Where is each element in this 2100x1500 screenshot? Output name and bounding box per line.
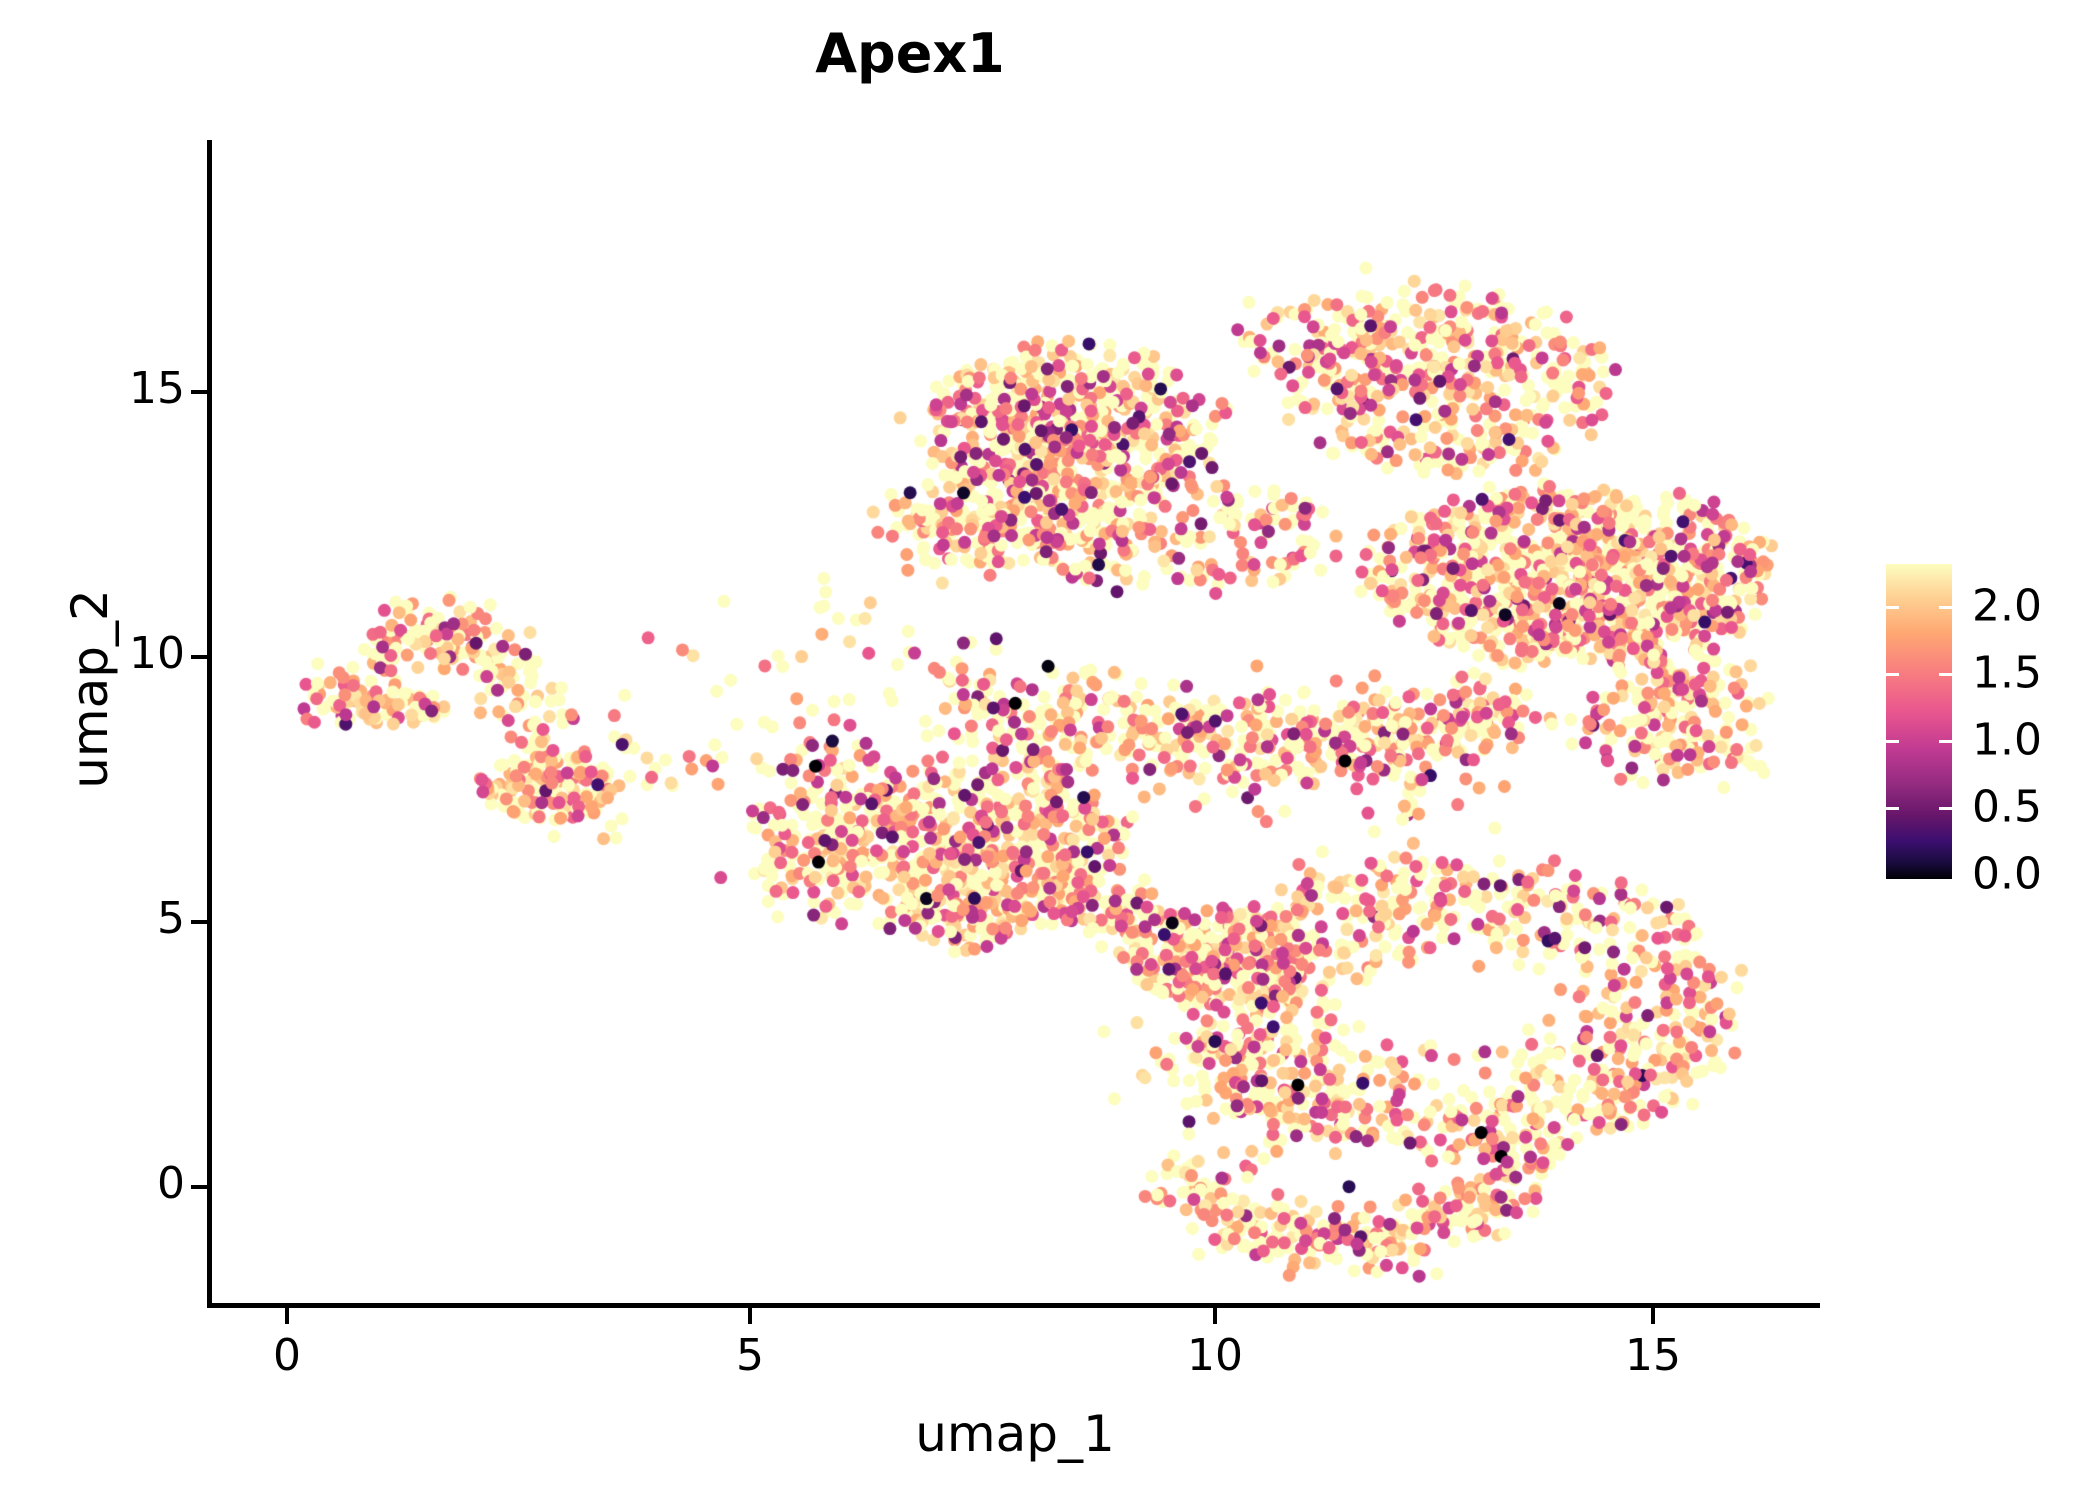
x-tick-label-0: 0: [273, 1330, 301, 1381]
x-axis-spine: [207, 1303, 1820, 1308]
colorbar-tick-1.0-left: [1886, 740, 1899, 743]
colorbar-tick-0.5-left: [1886, 807, 1899, 810]
colorbar-label-0.5: 0.5: [1972, 781, 2042, 833]
y-tick-label-5: 5: [157, 893, 185, 944]
colorbar-tick-1.0-right: [1939, 740, 1952, 743]
colorbar[interactable]: 2.0 1.5 1.0 0.5 0.0: [1886, 564, 2042, 900]
y-tick-mark-5: [191, 920, 207, 924]
y-tick-label-15: 15: [129, 363, 185, 414]
y-axis-label: umap_2: [61, 589, 119, 789]
colorbar-tick-2.0-right: [1939, 606, 1952, 609]
x-tick-label-5: 5: [736, 1330, 764, 1381]
colorbar-tick-1.5-right: [1939, 673, 1952, 676]
y-tick-mark-15: [191, 390, 207, 394]
colorbar-label-1.5: 1.5: [1972, 647, 2042, 699]
colorbar-label-2.0: 2.0: [1972, 580, 2042, 632]
y-axis-spine: [207, 140, 212, 1308]
y-tick-label-10: 10: [129, 628, 185, 679]
colorbar-label-1.0: 1.0: [1972, 714, 2042, 766]
colorbar-label-0.0: 0.0: [1972, 848, 2042, 900]
colorbar-tick-1.5-left: [1886, 673, 1899, 676]
plot-area[interactable]: [210, 140, 1820, 1305]
colorbar-tick-2.0-left: [1886, 606, 1899, 609]
y-tick-mark-10: [191, 655, 207, 659]
chart-title: Apex1: [815, 22, 1005, 85]
colorbar-gradient: [1886, 564, 1952, 879]
y-tick-label-0: 0: [157, 1158, 185, 1209]
x-tick-mark-5: [748, 1308, 752, 1324]
x-tick-label-15: 15: [1625, 1330, 1681, 1381]
x-axis-label: umap_1: [915, 1405, 1115, 1463]
x-tick-label-10: 10: [1187, 1330, 1243, 1381]
colorbar-tick-0.5-right: [1939, 807, 1952, 810]
x-tick-mark-15: [1651, 1308, 1655, 1324]
scatter-points-layer: [210, 140, 1820, 1305]
x-tick-mark-10: [1213, 1308, 1217, 1324]
y-tick-mark-0: [191, 1185, 207, 1189]
x-tick-mark-0: [285, 1308, 289, 1324]
